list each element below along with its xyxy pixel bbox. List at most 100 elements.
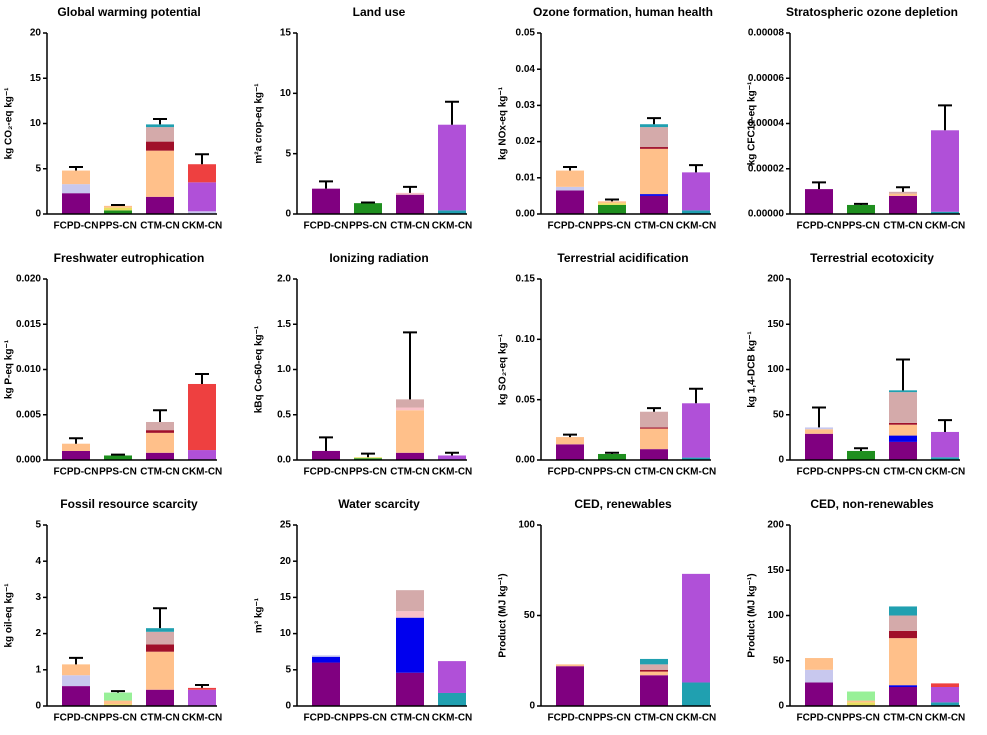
bar-segment (438, 210, 466, 214)
bar-segment (188, 687, 216, 690)
error-bar (195, 153, 209, 165)
y-tick-label: 0.10 (516, 334, 536, 345)
chart-title: Ozone formation, human health (533, 5, 713, 19)
y-tick-label: 200 (767, 520, 784, 531)
error-bar (111, 203, 125, 206)
error-bar (563, 165, 577, 171)
y-tick-label: 100 (518, 520, 535, 531)
error-bar (605, 198, 619, 202)
bar-segment (640, 658, 668, 665)
bar-segment (889, 390, 917, 393)
bar-segment (104, 455, 132, 460)
bar-segment (312, 662, 340, 706)
bar-segment (146, 430, 174, 433)
error-bar (319, 436, 333, 451)
y-tick-label: 200 (767, 274, 784, 285)
y-tick-label: 10 (280, 88, 292, 99)
bar-segment (396, 611, 424, 618)
x-tick-label: PPS-CN (349, 221, 387, 232)
bar-segment (556, 664, 584, 667)
x-tick-label: CTM-CN (390, 467, 429, 478)
bar-segment (146, 124, 174, 128)
y-tick-label: 3 (35, 592, 41, 603)
bar-segment (805, 429, 833, 434)
y-tick-label: 5 (35, 163, 41, 174)
y-tick-label: 0.5 (277, 409, 291, 420)
bar-segment (640, 449, 668, 460)
error-bar (195, 684, 209, 688)
bar-segment (889, 630, 917, 639)
bar-segment (640, 671, 668, 676)
x-tick-label: FCPD-CN (54, 467, 99, 478)
bar-segment (556, 190, 584, 214)
bar-segment (640, 411, 668, 428)
chart-title: Freshwater eutrophication (54, 251, 205, 265)
bar-segment (556, 170, 584, 187)
chart-title: Water scarcity (338, 497, 420, 511)
error-bar (361, 452, 375, 458)
y-tick-label: 1.5 (277, 319, 291, 330)
bar-segment (931, 211, 959, 214)
bar-segment (62, 450, 90, 460)
y-axis-label: kg oil-eq kg⁻¹ (4, 583, 15, 648)
bar-segment (438, 124, 466, 211)
bar-segment (682, 682, 710, 706)
x-tick-label: CTM-CN (140, 221, 179, 232)
bar-segment (682, 573, 710, 683)
chart-title: CED, non-renewables (810, 497, 934, 511)
y-tick-label: 0.04 (516, 64, 536, 75)
y-tick-label: 10 (280, 628, 292, 639)
y-tick-label: 0.00004 (748, 118, 785, 129)
y-tick-label: 0 (529, 701, 535, 712)
bar-segment (188, 450, 216, 460)
error-bar (319, 180, 333, 189)
bar-segment (62, 686, 90, 706)
y-tick-label: 5 (285, 148, 291, 159)
x-tick-label: CKM-CN (432, 221, 473, 232)
y-axis-label: kg 1,4-DCB kg⁻¹ (747, 331, 758, 408)
bar-segment (396, 452, 424, 460)
y-tick-label: 0.0 (277, 455, 291, 466)
y-axis-label: kg CFC11-eq kg⁻¹ (747, 81, 758, 165)
bar-segment (598, 203, 626, 205)
bar-segment (682, 172, 710, 211)
bar-segment (354, 458, 382, 460)
bar-segment (62, 443, 90, 451)
bar-segment (146, 150, 174, 197)
x-tick-label: PPS-CN (842, 713, 880, 724)
y-tick-label: 10 (30, 118, 42, 129)
error-bar (445, 100, 459, 125)
error-bar (153, 117, 167, 125)
bar-segment (312, 656, 340, 663)
bar-segment (146, 631, 174, 645)
y-tick-label: 0.03 (516, 100, 536, 111)
x-tick-label: CKM-CN (182, 713, 223, 724)
bar-segment (640, 427, 668, 429)
x-tick-label: CTM-CN (140, 713, 179, 724)
y-tick-label: 0 (285, 701, 291, 712)
bar-segment (104, 692, 132, 701)
x-tick-label: FCPD-CN (548, 713, 593, 724)
bar-segment (889, 606, 917, 616)
y-tick-label: 2.0 (277, 274, 291, 285)
bar-segment (682, 457, 710, 460)
bar-segment (805, 427, 833, 430)
bar-segment (312, 188, 340, 214)
x-tick-label: PPS-CN (99, 221, 137, 232)
y-axis-label: m²a crop-eq kg⁻¹ (254, 83, 265, 164)
x-tick-label: CTM-CN (883, 713, 922, 724)
bar-segment (931, 702, 959, 706)
y-tick-label: 15 (280, 28, 292, 39)
x-tick-label: FCPD-CN (797, 713, 842, 724)
x-tick-label: PPS-CN (593, 221, 631, 232)
bar-segment (104, 205, 132, 208)
y-tick-label: 100 (767, 610, 784, 621)
bar-segment (640, 147, 668, 149)
error-bar (153, 607, 167, 629)
y-tick-label: 1 (35, 664, 41, 675)
x-tick-label: FCPD-CN (797, 221, 842, 232)
bar-segment (805, 682, 833, 706)
y-tick-label: 0 (35, 209, 41, 220)
